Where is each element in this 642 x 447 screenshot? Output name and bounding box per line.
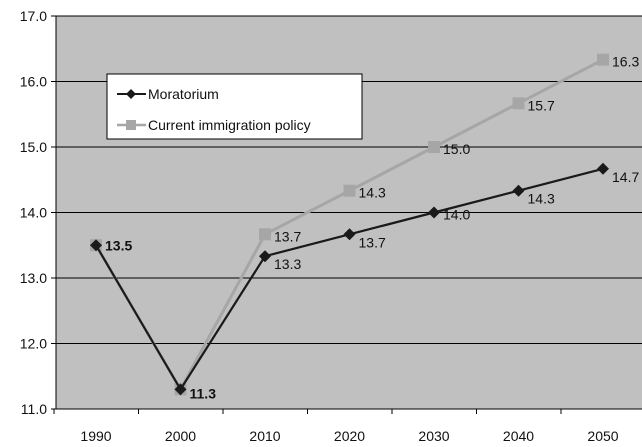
- point-current-policy: [428, 141, 440, 153]
- point-current-policy: [259, 228, 271, 241]
- y-tick-label: 15.0: [20, 139, 47, 155]
- legend-box: [106, 73, 363, 140]
- axes: [51, 15, 642, 414]
- y-axis-ticks: 11.0 12.0 13.0 14.0 15.0 16.0 17.0: [20, 8, 47, 417]
- x-axis-ticks: 1990 2000 2010 2020 2030 2040 2050: [80, 428, 618, 444]
- y-tick-label: 11.0: [21, 401, 47, 417]
- data-label-moratorium: 14.3: [528, 191, 555, 207]
- data-label-moratorium: 13.5: [105, 237, 132, 253]
- x-tick-label: 2010: [249, 428, 280, 444]
- y-tick-label: 17.0: [20, 8, 47, 24]
- point-current-policy: [597, 53, 609, 66]
- point-current-policy: [512, 97, 525, 110]
- legend-marker-moratorium: [126, 89, 136, 99]
- x-tick-label: 2000: [165, 428, 196, 444]
- x-tick-label: 2050: [587, 428, 618, 444]
- data-label-moratorium: 14.7: [612, 169, 639, 185]
- series-layer: [90, 53, 609, 396]
- data-label-current-policy: 14.3: [359, 185, 386, 201]
- point-current-policy: [343, 184, 356, 197]
- point-moratorium: [90, 239, 102, 252]
- y-tick-label: 13.0: [20, 270, 47, 286]
- data-label-moratorium: 13.3: [274, 256, 301, 272]
- y-tick-label: 12.0: [20, 336, 47, 352]
- x-tick-label: 2030: [418, 428, 449, 444]
- data-label-current-policy: 15.0: [443, 141, 470, 157]
- data-labels: 13.5 11.3 13.3 13.7 13.7 14.3 14.0 15.0 14.3 15.7…: [105, 54, 639, 402]
- data-label-current-policy: 15.7: [528, 97, 555, 113]
- point-moratorium: [259, 250, 271, 263]
- point-moratorium: [343, 228, 356, 241]
- data-label-moratorium: 14.0: [443, 207, 470, 223]
- x-tick-label: 2020: [334, 428, 365, 444]
- legend-marker-current-policy: [126, 120, 136, 130]
- x-tick-label: 2040: [503, 428, 534, 444]
- y-tick-label: 16.0: [20, 74, 47, 90]
- data-label-current-policy: 13.7: [274, 228, 301, 244]
- point-moratorium: [512, 184, 525, 197]
- point-moratorium: [428, 206, 440, 219]
- legend-label-current-policy: Current immigration policy: [148, 117, 311, 133]
- y-tick-label: 14.0: [20, 205, 47, 221]
- point-moratorium: [597, 162, 609, 175]
- x-tick-label: 1990: [80, 428, 111, 444]
- data-label-moratorium: 11.3: [190, 385, 217, 401]
- legend-label-moratorium: Moratorium: [148, 86, 219, 102]
- legend: Moratorium Current immigration policy: [106, 73, 363, 140]
- point-moratorium: [174, 383, 187, 396]
- data-label-current-policy: 16.3: [612, 54, 639, 70]
- data-label-moratorium: 13.7: [359, 234, 386, 250]
